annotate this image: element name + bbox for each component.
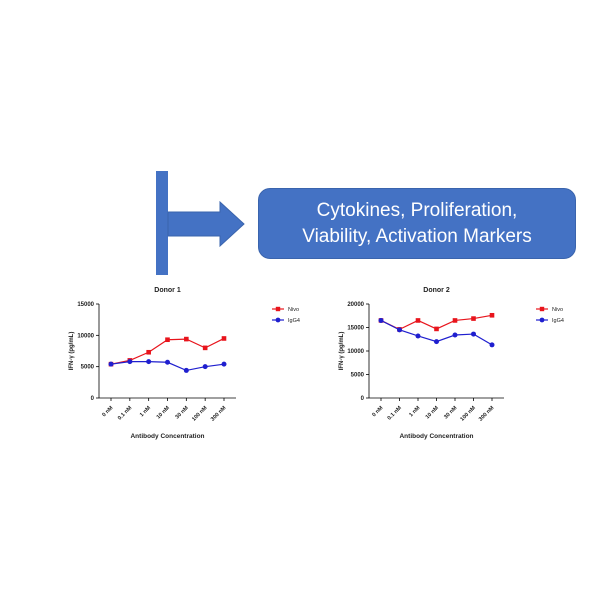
data-point-igg4 [434,339,439,345]
legend-marker [539,306,545,312]
data-point-nivo [489,312,495,318]
data-point-igg4 [127,359,133,365]
data-point-igg4 [471,331,476,337]
legend-marker [275,306,281,312]
data-point-nivo [184,336,189,342]
right-arrow-icon [167,200,245,248]
x-axis-label: Antibody Concentration [399,433,473,440]
outcome-banner: Cytokines, Proliferation, Viability, Act… [258,188,576,259]
y-tick-label: 10000 [77,333,94,339]
data-point-igg4 [165,359,170,365]
y-tick-label: 20000 [347,302,364,308]
legend-label: IgG4 [552,318,564,324]
data-point-igg4 [146,359,152,365]
data-point-nivo [434,326,439,332]
data-point-nivo [221,336,227,341]
x-tick-label: 10 nM [425,405,441,421]
data-point-nivo [452,318,458,323]
data-point-nivo [146,349,151,355]
y-tick-label: 0 [361,396,365,402]
data-point-igg4 [202,364,208,370]
banner-line-2: Viability, Activation Markers [302,225,532,247]
data-point-igg4 [221,361,227,367]
data-point-igg4 [108,361,114,367]
y-axis-label: IFN-γ (pg/mL) [69,332,75,371]
data-point-igg4 [489,342,495,348]
legend-marker [539,317,545,323]
data-point-nivo [415,318,421,323]
x-tick-label: 0 nM [371,405,384,418]
vertical-bar [156,171,168,275]
data-point-nivo [202,345,208,351]
legend-label: IgG4 [288,318,300,324]
y-tick-label: 15000 [77,302,94,308]
data-point-igg4 [397,327,402,333]
y-tick-label: 0 [91,396,95,402]
y-tick-label: 15000 [347,326,364,332]
data-point-igg4 [452,332,458,338]
banner-line-1: Cytokines, Proliferation, [316,199,518,221]
y-tick-label: 10000 [347,349,364,355]
legend-label: Nivo [288,307,299,313]
x-tick-label: 300 nM [478,405,496,423]
legend-label: Nivo [552,307,563,313]
x-axis-label: Antibody Concentration [130,433,204,440]
chart-title: Donor 1 [154,287,181,294]
x-tick-label: 30 nM [443,405,459,421]
data-point-nivo [471,316,476,321]
y-tick-label: 5000 [351,373,365,379]
y-tick-label: 5000 [81,365,95,371]
x-tick-label: 0.1 nM [387,405,404,422]
data-point-igg4 [415,333,421,339]
data-point-igg4 [378,317,384,323]
data-point-nivo [165,337,170,343]
chart-title: Donor 2 [423,287,450,294]
legend-marker [275,317,281,323]
data-point-igg4 [183,367,189,373]
x-tick-label: 1 nM [408,405,421,418]
y-axis-label: IFN-γ (pg/mL) [339,332,345,371]
x-tick-label: 100 nM [459,405,477,423]
